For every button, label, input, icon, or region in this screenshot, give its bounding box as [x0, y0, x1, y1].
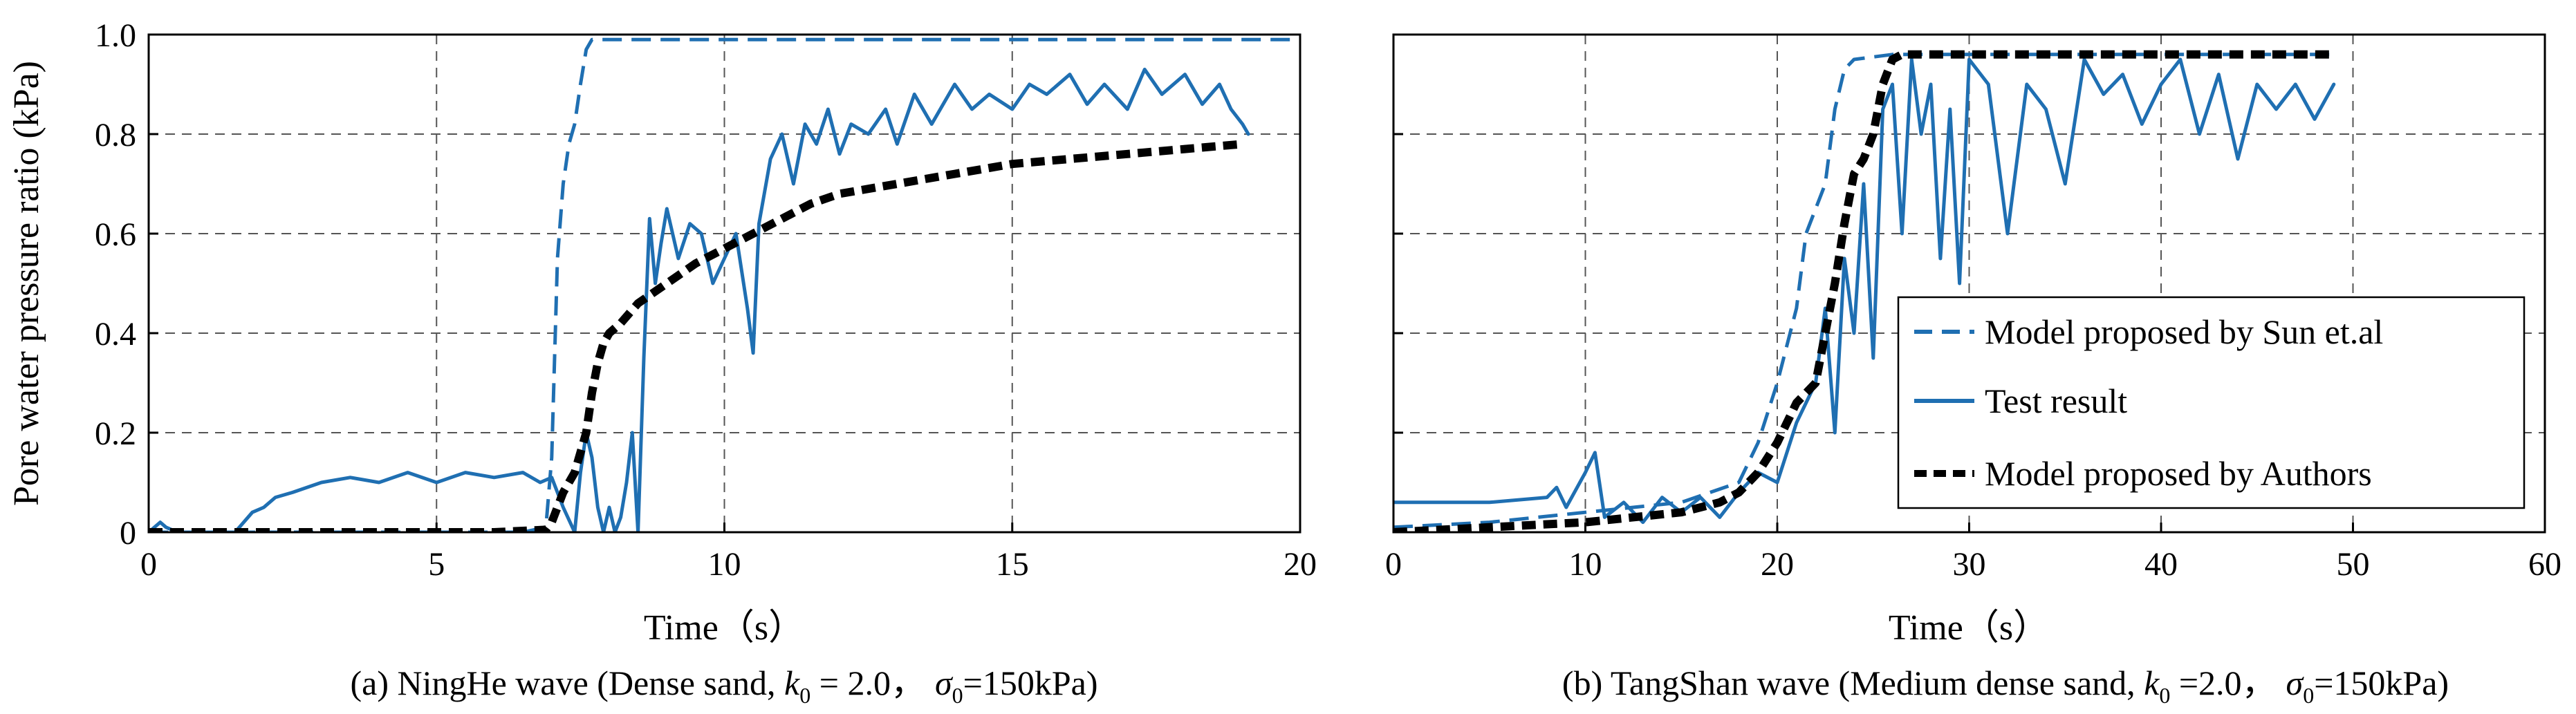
chart-a-caption-sigma: σ	[935, 664, 954, 702]
chart-b-caption-k-sub: 0	[2159, 683, 2170, 708]
chart-b-xtick-label: 30	[1953, 546, 1986, 583]
chart-b-ticks: 0 10 20 30 40 50 60	[1385, 33, 2561, 583]
chart-a-caption-prefix: (a) NingHe wave (Dense sand,	[351, 664, 776, 702]
chart-a-xtick-label: 15	[996, 546, 1029, 583]
chart-b-legend: Model proposed by Sun et.al Test result …	[1897, 296, 2526, 509]
chart-a-caption-k: k	[784, 664, 800, 702]
chart-b-caption-k: k	[2144, 664, 2160, 702]
chart-b-xtick-label: 50	[2337, 546, 2370, 583]
chart-a-ticks: 0 5 10 15 20 0 0.2 0.4 0.6 0.8 1.0	[95, 17, 1317, 583]
legend-label-model-authors: Model proposed by Authors	[1985, 454, 2372, 493]
chart-a-ytick-label: 0.6	[95, 216, 136, 253]
chart-a-ytick-label: 0.8	[95, 117, 136, 153]
chart-a-series	[149, 37, 1300, 532]
chart-a-caption-k-sub: 0	[799, 683, 810, 708]
chart-a-ytick-label: 0	[120, 515, 136, 552]
chart-b-caption-prefix: (b) TangShan wave (Medium dense sand,	[1562, 664, 2135, 702]
chart-b-xtick-label: 10	[1569, 546, 1602, 583]
chart-b-caption: (b) TangShan wave (Medium dense sand, k0…	[1562, 664, 2449, 708]
chart-b-caption-k-value: =2.0，	[2170, 664, 2276, 702]
chart-b-xlabel: Time（s）	[1889, 608, 2049, 648]
chart-b-caption-sigma-sub: 0	[2303, 683, 2314, 708]
chart-a-grid	[149, 35, 1300, 532]
chart-b: 0 10 20 30 40 50 60 Time（s） (b) TangShan wave …	[1385, 33, 2561, 708]
chart-b-series-model-proposed-by-authors	[1393, 50, 2334, 532]
chart-a-ylabel: Pore water pressure ratio (kPa)	[7, 61, 46, 506]
chart-a-caption-k-value: = 2.0，	[810, 664, 925, 702]
chart-a-xtick-label: 0	[140, 546, 157, 583]
legend-box	[1897, 296, 2526, 509]
chart-a-xtick-label: 5	[428, 546, 445, 583]
chart-b-xtick-label: 0	[1385, 546, 1402, 583]
chart-a-ytick-label: 0.2	[95, 415, 136, 452]
chart-a-xtick-label: 10	[708, 546, 741, 583]
chart-b-series-model-proposed-by-sun-et-al	[1393, 53, 2334, 529]
chart-a-xlabel: Time（s）	[644, 608, 804, 648]
legend-label-test-result: Test result	[1985, 382, 2127, 420]
chart-b-xtick-label: 40	[2144, 546, 2178, 583]
chart-a-caption-sigma-value: =150kPa)	[963, 664, 1098, 702]
chart-b-caption-sigma-value: =150kPa)	[2314, 664, 2449, 702]
chart-a-series-test-result	[149, 67, 1250, 532]
chart-a-ytick-label: 0.4	[95, 316, 136, 353]
chart-a-xtick-label: 20	[1284, 546, 1317, 583]
chart-b-xtick-label: 20	[1761, 546, 1794, 583]
chart-a-caption: (a) NingHe wave (Dense sand, k0 = 2.0， σ0…	[351, 664, 1098, 708]
chart-a: 0 5 10 15 20 0 0.2 0.4 0.6 0.8 1.0 Time（s） Pore wa…	[7, 17, 1317, 708]
chart-b-xtick-label: 60	[2528, 546, 2561, 583]
chart-a-caption-sigma-sub: 0	[952, 683, 963, 708]
chart-a-series-model-proposed-by-authors	[149, 140, 1243, 532]
chart-b-series	[1393, 50, 2336, 532]
chart-a-ytick-label: 1.0	[95, 17, 136, 54]
chart-b-caption-sigma: σ	[2286, 664, 2305, 702]
legend-label-model-sun: Model proposed by Sun et.al	[1985, 312, 2383, 351]
